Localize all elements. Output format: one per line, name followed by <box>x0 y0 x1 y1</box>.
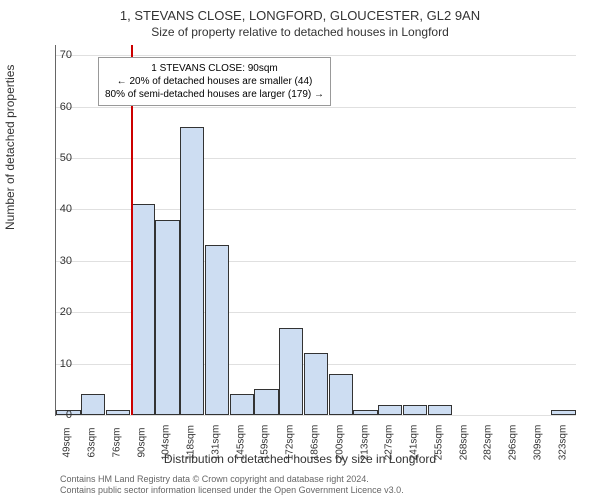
xtick-label: 49sqm <box>62 427 73 457</box>
plot-area: 1 STEVANS CLOSE: 90sqm← 20% of detached … <box>55 45 576 416</box>
footer-line-1: Contains HM Land Registry data © Crown c… <box>60 474 404 485</box>
xtick-label: 159sqm <box>260 425 271 461</box>
xtick-label: 186sqm <box>310 425 321 461</box>
bar <box>353 410 377 415</box>
ytick-label: 70 <box>60 49 72 61</box>
bar <box>205 245 229 415</box>
bar <box>155 220 179 415</box>
annotation-box: 1 STEVANS CLOSE: 90sqm← 20% of detached … <box>98 57 331 106</box>
xtick-label: 323sqm <box>557 425 568 461</box>
bar <box>378 405 402 415</box>
xtick-label: 268sqm <box>458 425 469 461</box>
grid-line <box>56 415 576 416</box>
annotation-line-1: 1 STEVANS CLOSE: 90sqm <box>105 62 324 75</box>
chart-title-address: 1, STEVANS CLOSE, LONGFORD, GLOUCESTER, … <box>0 8 600 23</box>
bar <box>254 389 278 415</box>
xtick-label: 63sqm <box>87 427 98 457</box>
grid-line <box>56 158 576 159</box>
xtick-label: 104sqm <box>161 425 172 461</box>
footer-attribution: Contains HM Land Registry data © Crown c… <box>60 474 404 496</box>
ytick-label: 30 <box>60 255 72 267</box>
xtick-label: 118sqm <box>186 425 197 460</box>
xtick-label: 131sqm <box>210 425 221 461</box>
ytick-label: 60 <box>60 101 72 113</box>
xtick-label: 90sqm <box>136 427 147 457</box>
ytick-label: 0 <box>66 409 72 421</box>
bar <box>403 405 427 415</box>
xtick-label: 172sqm <box>285 425 296 461</box>
xtick-label: 309sqm <box>532 425 543 461</box>
xtick-label: 282sqm <box>483 425 494 461</box>
xtick-label: 255sqm <box>433 425 444 461</box>
xtick-label: 213sqm <box>359 425 370 461</box>
xtick-label: 241sqm <box>409 425 420 461</box>
xtick-label: 296sqm <box>508 425 519 461</box>
annotation-line-3: 80% of semi-detached houses are larger (… <box>105 88 324 101</box>
y-axis-label: Number of detached properties <box>3 65 17 230</box>
bar <box>180 127 204 415</box>
bar <box>230 394 254 415</box>
xtick-label: 76sqm <box>111 427 122 457</box>
ytick-label: 40 <box>60 203 72 215</box>
ytick-label: 10 <box>60 358 72 370</box>
bar <box>81 394 105 415</box>
ytick-label: 20 <box>60 306 72 318</box>
bar <box>304 353 328 415</box>
bar <box>279 328 303 415</box>
bar <box>551 410 575 415</box>
bar <box>329 374 353 415</box>
chart-subtitle: Size of property relative to detached ho… <box>0 25 600 39</box>
chart-container: 1 STEVANS CLOSE: 90sqm← 20% of detached … <box>55 45 575 415</box>
xtick-label: 145sqm <box>235 425 246 461</box>
grid-line <box>56 107 576 108</box>
bar <box>428 405 452 415</box>
bar <box>131 204 155 415</box>
ytick-label: 50 <box>60 152 72 164</box>
annotation-line-2: ← 20% of detached houses are smaller (44… <box>105 75 324 88</box>
footer-line-2: Contains public sector information licen… <box>60 485 404 496</box>
xtick-label: 227sqm <box>384 425 395 461</box>
xtick-label: 200sqm <box>334 425 345 461</box>
bar <box>106 410 130 415</box>
